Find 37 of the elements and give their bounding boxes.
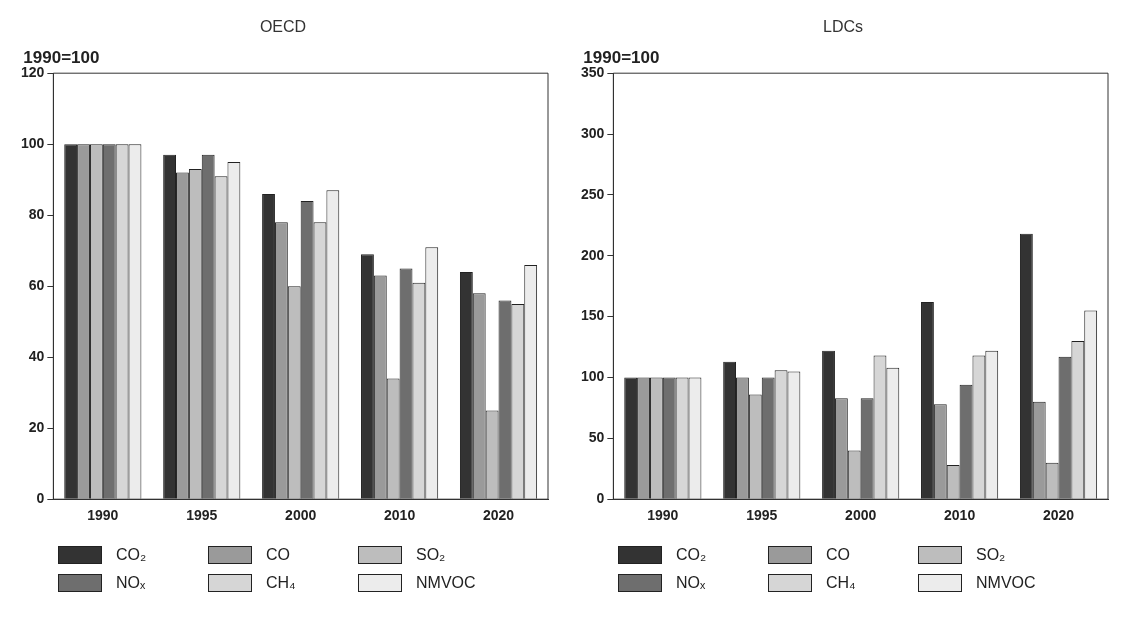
y-tick-label: 60 [28, 277, 45, 294]
x-tick-label: 2010 [944, 507, 976, 524]
chart-title: OECD [259, 18, 307, 36]
legend-label: SO₂ [416, 546, 446, 564]
legend-label: CO [266, 546, 290, 564]
x-tick-label: 2010 [384, 507, 416, 524]
legend-label: CO [826, 546, 850, 564]
y-tick-label: 100 [581, 368, 605, 385]
x-tick-label: 2000 [845, 507, 877, 524]
x-tick-label: 2020 [482, 507, 515, 524]
y-tick-label: 200 [581, 246, 605, 263]
y-tick-label: 0 [596, 490, 605, 507]
legend-label: NOₓ [676, 574, 706, 592]
legend-label: CO₂ [676, 546, 707, 564]
x-tick-label: 1995 [186, 507, 218, 524]
y-tick-label: 0 [36, 490, 45, 507]
legend-label: CH₄ [266, 574, 296, 592]
x-tick-label: 1995 [746, 507, 778, 524]
y-tick-label: 250 [581, 185, 605, 202]
y-tick-label: 150 [581, 307, 605, 324]
x-tick-label: 1990 [647, 507, 679, 524]
x-tick-label: 2020 [1042, 507, 1075, 524]
y-tick-label: 50 [588, 429, 605, 446]
x-tick-label: 1990 [87, 507, 119, 524]
y-tick-label: 20 [28, 419, 45, 436]
legend-label: CH₄ [826, 574, 856, 592]
y-tick-label: 100 [21, 135, 45, 152]
x-tick-label: 2000 [285, 507, 317, 524]
legend-label: NMVOC [976, 574, 1036, 592]
y-tick-label: 40 [28, 348, 45, 365]
y-tick-label: 80 [28, 206, 45, 223]
legend-label: SO₂ [976, 546, 1006, 564]
chart-title: LDCs [822, 18, 864, 36]
legend-label: NOₓ [116, 574, 146, 592]
y-tick-label: 300 [581, 124, 605, 141]
legend-label: CO₂ [116, 546, 147, 564]
legend-label: NMVOC [416, 574, 476, 592]
